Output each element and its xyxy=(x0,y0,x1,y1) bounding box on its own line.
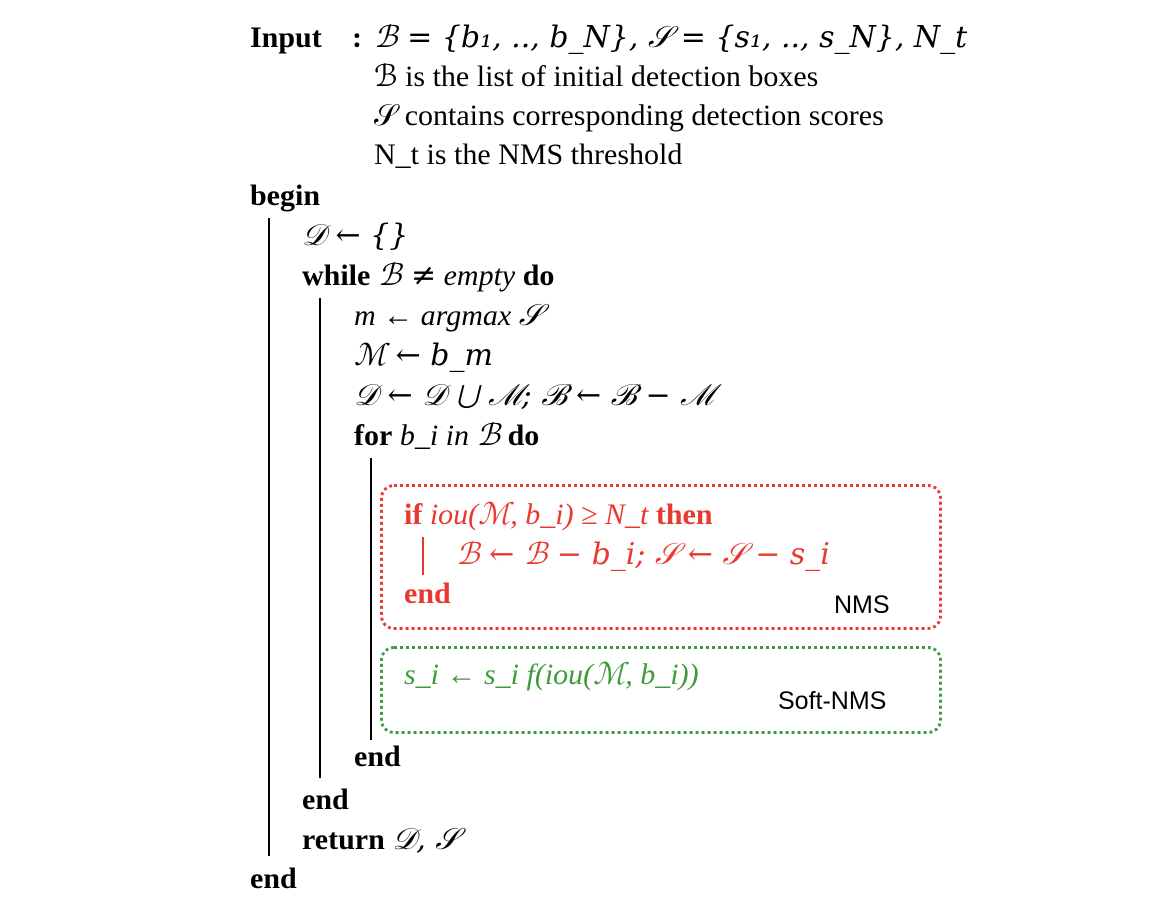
while-end-keyword: end xyxy=(302,783,349,816)
soft-nms-body: s_i ← s_i f(iou(ℳ, b_i)) xyxy=(404,658,699,691)
begin-scope-bar xyxy=(268,218,270,856)
nms-label: NMS xyxy=(834,591,890,619)
input-desc-boxes: ℬ is the list of initial detection boxes xyxy=(374,60,819,93)
while-keyword: while xyxy=(302,259,371,292)
while-empty: empty xyxy=(443,259,516,292)
input-colon: : xyxy=(352,21,362,54)
for-condition: b_i in ℬ xyxy=(399,419,501,452)
for-do-keyword: do xyxy=(507,419,540,452)
input-desc-scores: 𝒮 contains corresponding detection score… xyxy=(374,99,884,132)
input-keyword: Input xyxy=(250,21,322,54)
argmax-line: m ← argmax 𝒮 xyxy=(354,299,542,332)
for-scope-bar xyxy=(370,458,372,740)
update-d-line: 𝒟 ← 𝒟 ⋃ ℳ; ℬ ← ℬ − ℳ xyxy=(354,378,714,413)
nms-then-keyword: then xyxy=(655,498,713,531)
nms-if-condition: iou(ℳ, b_i) ≥ N_t xyxy=(429,498,649,531)
init-d-line: 𝒟 ← {} xyxy=(302,218,409,253)
input-desc-threshold: N_t is the NMS threshold xyxy=(374,138,683,171)
for-line: for b_i in ℬ do xyxy=(354,418,539,454)
nms-if-scope-bar xyxy=(422,537,424,575)
input-sets: ℬ = {b₁, .., b_N}, 𝒮 = {s₁, .., s_N}, N_… xyxy=(374,20,968,55)
for-end-keyword: end xyxy=(354,740,401,773)
while-condition: ℬ ≠ xyxy=(377,258,437,293)
return-line: return 𝒟, 𝒮 xyxy=(302,822,459,858)
nms-body: ℬ ← ℬ − b_i; 𝒮 ← 𝒮 − s_i xyxy=(456,537,830,572)
assign-m-line: ℳ ← b_m xyxy=(354,338,493,373)
nms-box xyxy=(380,484,942,630)
return-value: 𝒟, 𝒮 xyxy=(392,822,459,857)
begin-keyword: begin xyxy=(250,179,321,212)
nms-if-keyword: if xyxy=(404,498,423,531)
while-do-keyword: do xyxy=(522,259,555,292)
final-end-keyword: end xyxy=(250,862,297,895)
for-keyword: for xyxy=(354,419,393,452)
while-line: while ℬ ≠ empty do xyxy=(302,258,554,294)
soft-nms-box xyxy=(380,646,942,734)
while-scope-bar xyxy=(319,298,321,778)
nms-end-keyword: end xyxy=(404,577,451,610)
soft-nms-label: Soft-NMS xyxy=(778,687,887,715)
return-keyword: return xyxy=(302,823,385,856)
nms-if-line: if iou(ℳ, b_i) ≥ N_t then xyxy=(404,497,713,533)
